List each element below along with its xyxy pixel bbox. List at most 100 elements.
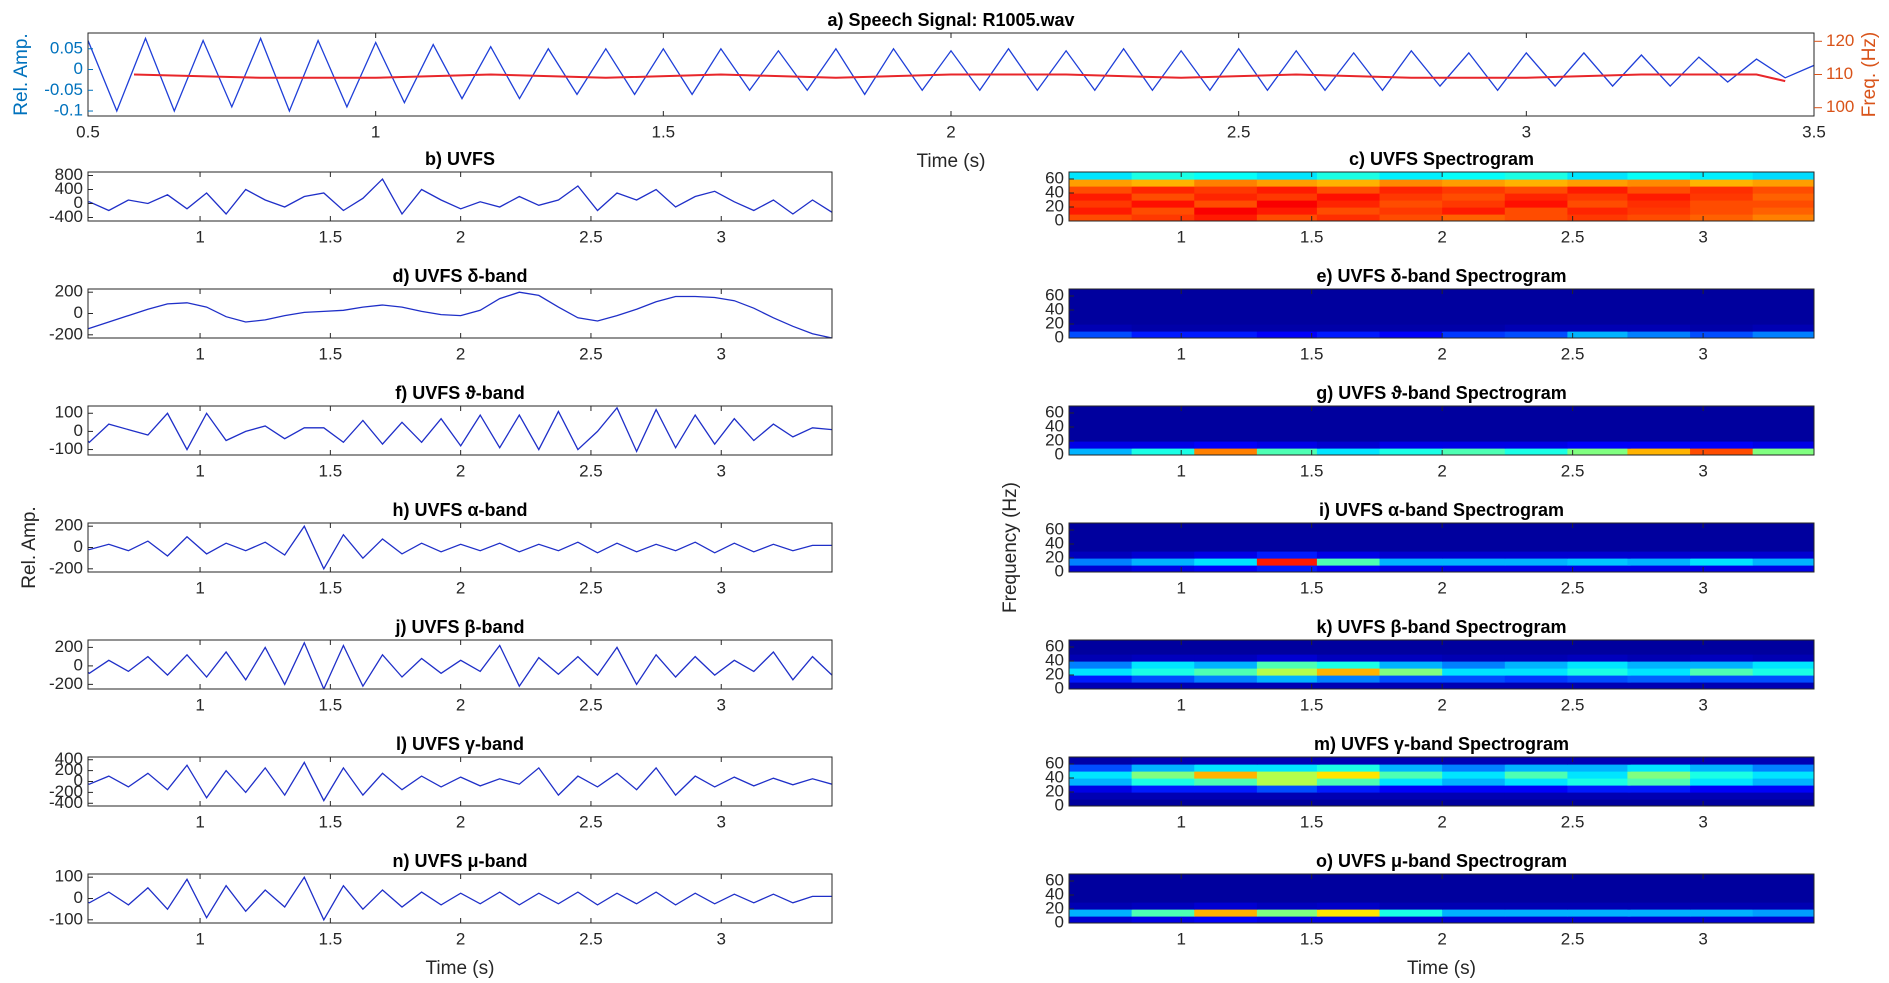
heatmap-cell bbox=[1194, 434, 1257, 442]
heatmap-cell bbox=[1194, 296, 1257, 304]
heatmap-cell bbox=[1069, 427, 1132, 435]
heatmap-cell bbox=[1627, 881, 1690, 889]
heatmap-cell bbox=[1505, 792, 1568, 800]
heatmap-cell bbox=[1194, 523, 1257, 531]
heatmap-cell bbox=[1194, 172, 1257, 180]
x-tick-label: 2 bbox=[1437, 344, 1446, 363]
heatmap-cell bbox=[1505, 909, 1568, 917]
x-tick-label: 2 bbox=[1437, 695, 1446, 714]
heatmap-cell bbox=[1380, 675, 1443, 683]
heatmap-cell bbox=[1442, 778, 1505, 786]
heatmap-cell bbox=[1567, 647, 1630, 655]
heatmap-cell bbox=[1317, 172, 1380, 180]
x-tick-label: 3 bbox=[1698, 929, 1707, 948]
heatmap-cell bbox=[1442, 523, 1505, 531]
heatmap-cell bbox=[1132, 874, 1195, 882]
heatmap-cell bbox=[1442, 179, 1505, 187]
heatmap-cell bbox=[1442, 881, 1505, 889]
heatmap-cell bbox=[1069, 771, 1132, 779]
heatmap-cell bbox=[1317, 778, 1380, 786]
heatmap-cell bbox=[1380, 214, 1443, 222]
heatmap-cell bbox=[1505, 778, 1568, 786]
chart-title: a) Speech Signal: R1005.wav bbox=[827, 10, 1074, 30]
heatmap-cell bbox=[1627, 902, 1690, 910]
heatmap-cell bbox=[1505, 757, 1568, 765]
heatmap-cell bbox=[1442, 558, 1505, 566]
chart-title: d) UVFS δ-band bbox=[393, 266, 528, 286]
y-tick-label: 60 bbox=[1045, 870, 1064, 889]
y-tick-label: 60 bbox=[1045, 753, 1064, 772]
heatmap-cell bbox=[1753, 764, 1816, 772]
heatmap-cell bbox=[1317, 324, 1380, 332]
heatmap-cell bbox=[1380, 523, 1443, 531]
heatmap-cell bbox=[1317, 661, 1380, 669]
heatmap-cell bbox=[1380, 888, 1443, 896]
chart-title: g) UVFS ϑ-band Spectrogram bbox=[1316, 383, 1567, 403]
x-tick-label: 3 bbox=[717, 812, 726, 831]
heatmap-cell bbox=[1380, 771, 1443, 779]
heatmap-cell bbox=[1505, 186, 1568, 194]
heatmap-cell bbox=[1567, 406, 1630, 414]
axes-background bbox=[88, 640, 832, 689]
heatmap-cell bbox=[1194, 179, 1257, 187]
plot-area bbox=[70, 289, 832, 338]
heatmap-cell bbox=[1567, 764, 1630, 772]
heatmap-cell bbox=[1690, 551, 1753, 559]
heatmap-cell bbox=[1257, 675, 1320, 683]
x-tick-label: 1 bbox=[1176, 344, 1185, 363]
x-tick-label: 1 bbox=[195, 929, 204, 948]
heatmap-cell bbox=[1132, 551, 1195, 559]
heatmap-cell bbox=[1442, 310, 1505, 318]
heatmap-cell bbox=[1069, 874, 1132, 882]
heatmap-cell bbox=[1505, 881, 1568, 889]
heatmap-cell bbox=[1505, 675, 1568, 683]
y-tick-label: -0.05 bbox=[44, 80, 83, 99]
heatmap-cell bbox=[1505, 317, 1568, 325]
heatmap-cell bbox=[1317, 420, 1380, 428]
heatmap-cell bbox=[1069, 310, 1132, 318]
heatmap-cell bbox=[1132, 558, 1195, 566]
heatmap-cell bbox=[1380, 441, 1443, 449]
heatmap-cell bbox=[1627, 296, 1690, 304]
heatmap-cell bbox=[1753, 172, 1816, 180]
heatmap-cell bbox=[1627, 413, 1690, 421]
heatmap-cell bbox=[1380, 434, 1443, 442]
heatmap-cell bbox=[1690, 434, 1753, 442]
heatmap-cell bbox=[1442, 771, 1505, 779]
heatmap-cell bbox=[1257, 207, 1320, 215]
x-tick-label: 3 bbox=[1698, 344, 1707, 363]
heatmap-cell bbox=[1690, 193, 1753, 201]
heatmap-cell bbox=[1317, 200, 1380, 208]
y-axis-label: Rel. Amp. bbox=[11, 33, 32, 115]
heatmap-cell bbox=[1442, 296, 1505, 304]
heatmap-cell bbox=[1442, 289, 1505, 297]
heatmap-cell bbox=[1442, 799, 1505, 807]
heatmap-cell bbox=[1505, 544, 1568, 552]
heatmap-cell bbox=[1753, 406, 1816, 414]
heatmap-cell bbox=[1690, 537, 1753, 545]
heatmap-cell bbox=[1567, 303, 1630, 311]
heatmap-cell bbox=[1069, 406, 1132, 414]
heatmap-cell bbox=[1317, 207, 1380, 215]
x-tick-label: 2 bbox=[1437, 227, 1446, 246]
heatmap-cell bbox=[1690, 448, 1753, 456]
heatmap-cell bbox=[1132, 200, 1195, 208]
heatmap-cell bbox=[1567, 413, 1630, 421]
heatmap-cell bbox=[1753, 909, 1816, 917]
heatmap-cell bbox=[1069, 172, 1132, 180]
heatmap-cell bbox=[1627, 310, 1690, 318]
x-axis-label: Time (s) bbox=[1407, 958, 1476, 979]
heatmap-cell bbox=[1257, 757, 1320, 765]
heatmap-cell bbox=[1627, 530, 1690, 538]
heatmap-cell bbox=[1690, 881, 1753, 889]
heatmap-cell bbox=[1690, 530, 1753, 538]
heatmap-cell bbox=[1690, 420, 1753, 428]
y-tick-label: -100 bbox=[49, 909, 83, 928]
heatmap-cell bbox=[1257, 186, 1320, 194]
heatmap-cell bbox=[1132, 902, 1195, 910]
heatmap-cell bbox=[1567, 792, 1630, 800]
heatmap-cell bbox=[1627, 427, 1690, 435]
y-tick-label: 100 bbox=[55, 403, 83, 422]
x-tick-label: 1.5 bbox=[1300, 227, 1324, 246]
x-tick-label: 1 bbox=[195, 461, 204, 480]
